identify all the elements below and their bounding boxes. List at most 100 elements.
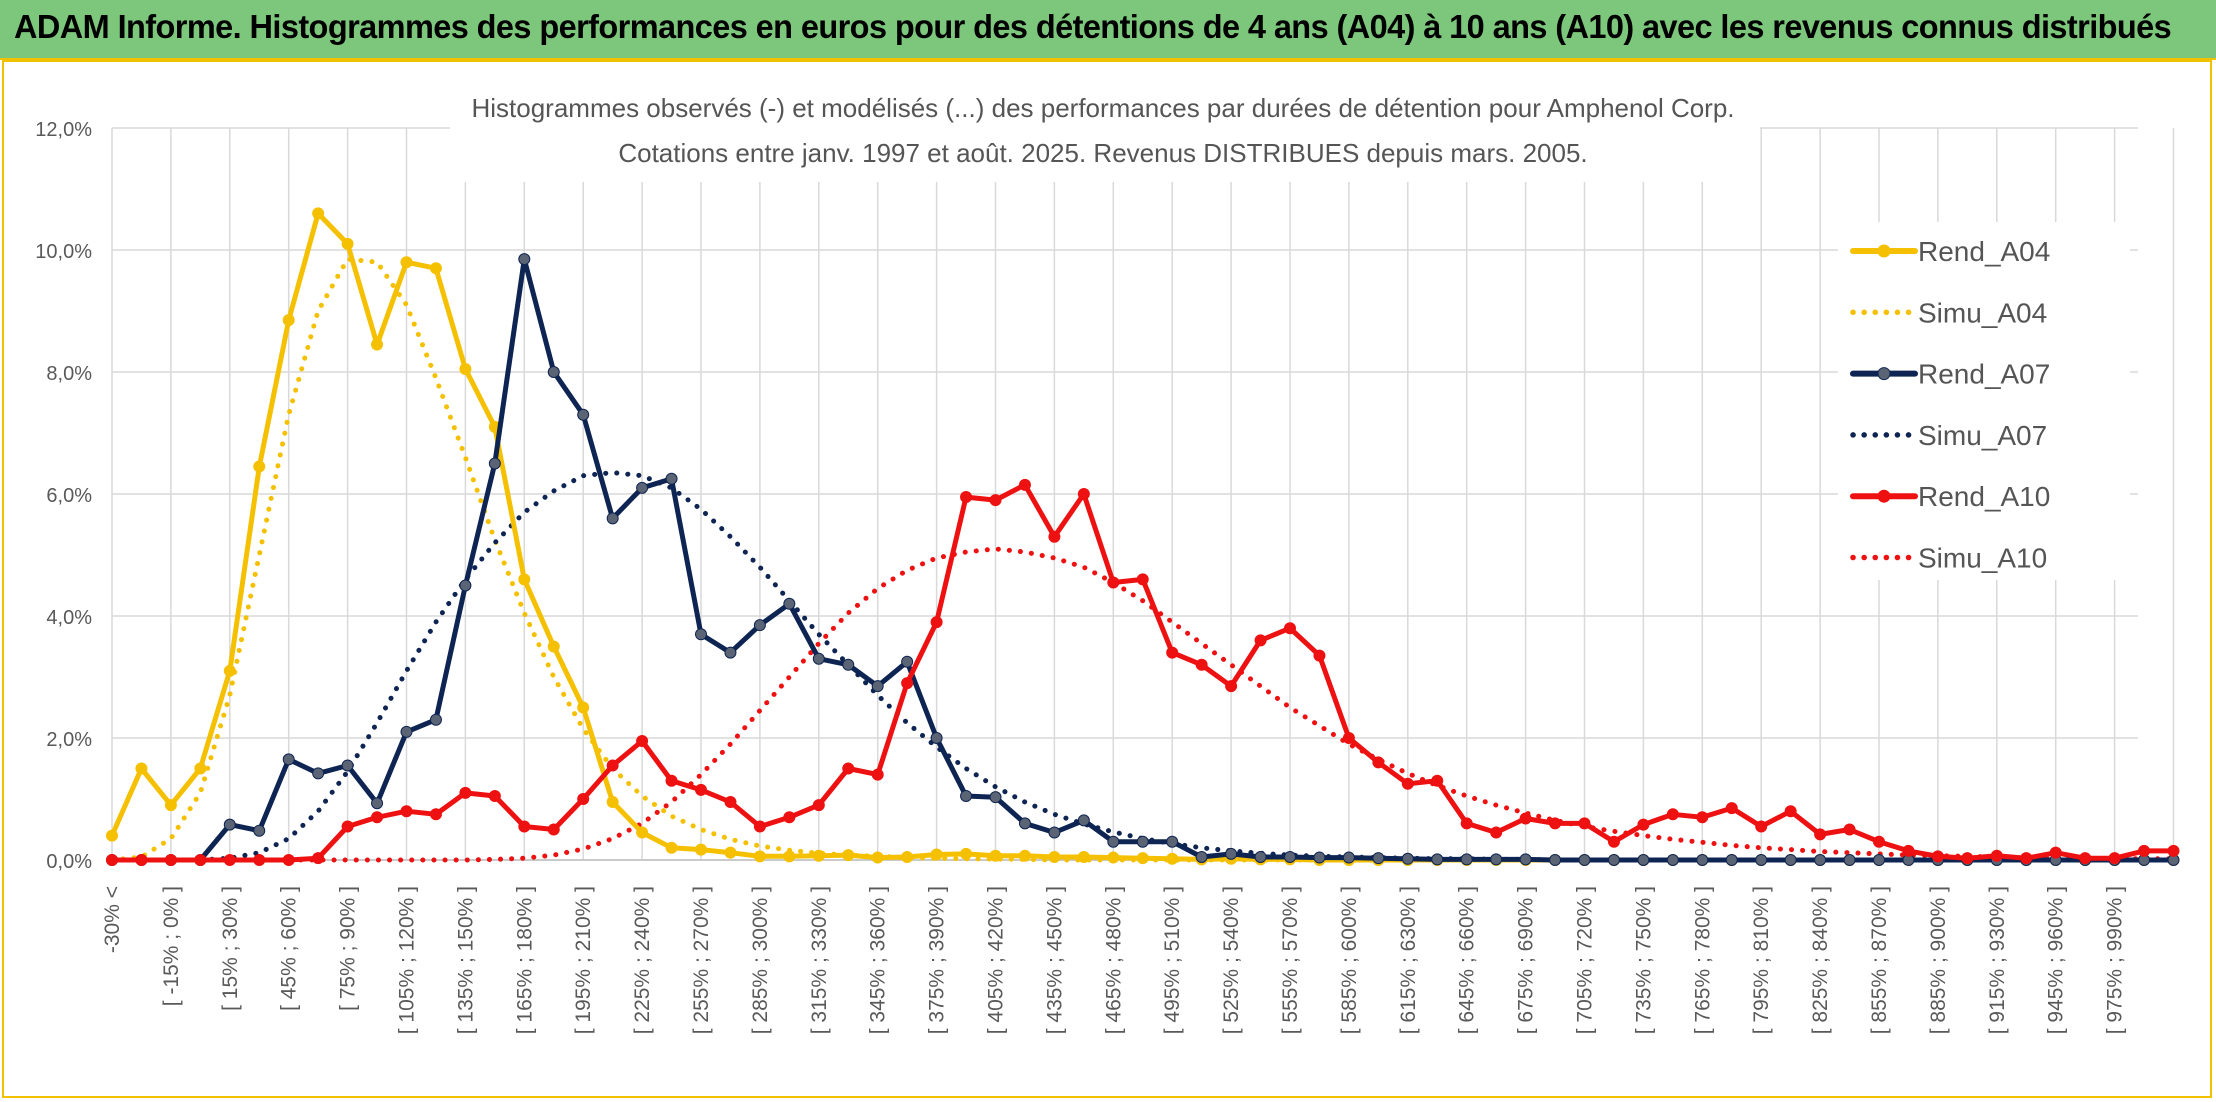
data-point-rend-a04 xyxy=(164,799,177,812)
data-point-rend-a10 xyxy=(1342,732,1355,744)
data-point-rend-a04 xyxy=(842,849,855,862)
x-tick-label: [ 585% ; 600% ] xyxy=(1338,886,1361,1034)
data-point-rend-a07 xyxy=(518,253,531,266)
x-tick-label: [ 165% ; 180% ] xyxy=(513,886,536,1034)
x-tick-label: [ 915% ; 930% ] xyxy=(1986,886,2009,1034)
data-point-rend-a10 xyxy=(1607,835,1620,848)
data-point-rend-a04 xyxy=(665,841,678,854)
data-point-rend-a10 xyxy=(1460,817,1473,830)
data-point-rend-a10 xyxy=(1755,820,1768,833)
y-tick-label: 6,0% xyxy=(46,485,92,507)
data-point-rend-a10 xyxy=(1490,826,1503,839)
header-banner: ADAM Informe. Histogrammes des performan… xyxy=(0,0,2216,60)
legend-marker xyxy=(1877,367,1891,381)
data-point-rend-a07 xyxy=(1048,826,1061,839)
page-title: ADAM Informe. Histogrammes des performan… xyxy=(14,8,2172,45)
data-point-rend-a10 xyxy=(1313,649,1326,662)
legend-label: Simu_A10 xyxy=(1918,543,2047,574)
data-point-rend-a10 xyxy=(1166,646,1179,659)
legend-label: Rend_A07 xyxy=(1918,359,2050,390)
data-point-rend-a07 xyxy=(1814,854,1827,866)
data-point-rend-a10 xyxy=(312,852,325,865)
data-point-rend-a07 xyxy=(1342,851,1355,864)
data-point-rend-a10 xyxy=(1873,835,1885,848)
data-point-rend-a10 xyxy=(1961,852,1974,865)
data-point-rend-a07 xyxy=(1431,853,1444,866)
data-point-rend-a07 xyxy=(695,628,707,641)
data-point-rend-a10 xyxy=(135,854,148,866)
data-point-rend-a10 xyxy=(1225,680,1238,693)
x-tick-label: [ 825% ; 840% ] xyxy=(1809,886,1832,1034)
data-point-rend-a04 xyxy=(636,826,649,839)
data-point-rend-a10 xyxy=(577,793,590,805)
data-point-rend-a10 xyxy=(1814,828,1827,841)
data-point-rend-a04 xyxy=(1136,852,1149,865)
y-axis-ticks: 0,0% 2,0% 4,0% 6,0% 8,0% 10,0% 12,0% xyxy=(35,119,92,873)
data-point-rend-a04 xyxy=(459,362,472,375)
data-point-rend-a07 xyxy=(459,579,472,592)
data-point-rend-a04 xyxy=(1166,852,1179,865)
x-tick-label: [ 105% ; 120% ] xyxy=(396,886,419,1034)
data-point-rend-a07 xyxy=(1519,853,1532,866)
data-point-rend-a10 xyxy=(194,854,207,866)
chart-title-background xyxy=(450,86,1760,182)
data-point-rend-a07 xyxy=(577,408,590,421)
data-point-rend-a07 xyxy=(1873,854,1885,866)
data-point-rend-a10 xyxy=(1784,805,1797,818)
data-point-rend-a07 xyxy=(930,732,943,744)
data-point-rend-a04 xyxy=(253,460,266,473)
data-point-rend-a10 xyxy=(1018,478,1031,491)
data-point-rend-a04 xyxy=(930,848,943,861)
data-point-rend-a10 xyxy=(783,811,796,824)
data-point-rend-a10 xyxy=(1725,802,1738,815)
data-point-rend-a04 xyxy=(1077,850,1090,863)
x-tick-label: [ 375% ; 390% ] xyxy=(926,886,949,1034)
x-tick-label: [ 855% ; 870% ] xyxy=(1868,886,1891,1034)
data-point-rend-a04 xyxy=(400,256,413,269)
x-tick-label: [ 315% ; 330% ] xyxy=(808,886,831,1034)
y-tick-label: 10,0% xyxy=(35,241,92,263)
data-point-rend-a10 xyxy=(1843,823,1856,836)
legend-marker xyxy=(1877,489,1891,503)
data-point-rend-a04 xyxy=(282,314,295,327)
data-point-rend-a10 xyxy=(488,789,501,802)
data-point-rend-a07 xyxy=(1637,854,1650,866)
data-point-rend-a10 xyxy=(282,854,295,866)
data-point-rend-a07 xyxy=(606,512,619,525)
data-point-rend-a07 xyxy=(1725,854,1738,866)
data-point-rend-a07 xyxy=(429,713,442,726)
data-point-rend-a10 xyxy=(753,820,766,833)
x-tick-label: [ 705% ; 720% ] xyxy=(1574,886,1597,1034)
data-point-rend-a10 xyxy=(960,491,973,504)
chart-subtitle: Cotations entre janv. 1997 et août. 2025… xyxy=(618,138,1587,168)
x-tick-label: [ 45% ; 60% ] xyxy=(278,886,301,1011)
data-point-rend-a04 xyxy=(724,846,737,859)
data-point-rend-a10 xyxy=(518,820,531,833)
data-point-rend-a07 xyxy=(1490,853,1503,866)
x-tick-label: [ 495% ; 510% ] xyxy=(1161,886,1184,1034)
data-point-rend-a07 xyxy=(312,767,325,780)
data-point-rend-a07 xyxy=(282,753,295,766)
data-point-rend-a07 xyxy=(989,791,1002,804)
x-tick-label: -30% < xyxy=(101,886,124,953)
data-point-rend-a10 xyxy=(989,494,1002,507)
data-point-rend-a04 xyxy=(989,849,1002,862)
x-tick-label: [ 675% ; 690% ] xyxy=(1515,886,1538,1034)
x-tick-label: [ 15% ; 30% ] xyxy=(219,886,242,1011)
data-point-rend-a10 xyxy=(2079,852,2092,865)
data-point-rend-a07 xyxy=(400,725,413,738)
data-point-rend-a07 xyxy=(547,366,560,378)
data-point-rend-a04 xyxy=(871,851,884,864)
data-point-rend-a04 xyxy=(135,762,148,775)
data-point-rend-a04 xyxy=(960,847,973,860)
data-point-rend-a10 xyxy=(1284,622,1296,635)
data-point-rend-a10 xyxy=(2108,852,2121,865)
y-tick-label: 0,0% xyxy=(46,851,92,873)
x-axis-ticks: -30% < [ -15% ; 0% ] [ 15% ; 30% ] [ 45% ; … xyxy=(101,886,2127,1034)
data-point-rend-a04 xyxy=(1107,851,1120,864)
data-point-rend-a07 xyxy=(1784,854,1797,866)
data-point-rend-a04 xyxy=(812,849,825,862)
legend-marker xyxy=(1877,244,1891,258)
data-point-rend-a07 xyxy=(960,789,973,802)
x-tick-label: [ 555% ; 570% ] xyxy=(1279,886,1302,1034)
